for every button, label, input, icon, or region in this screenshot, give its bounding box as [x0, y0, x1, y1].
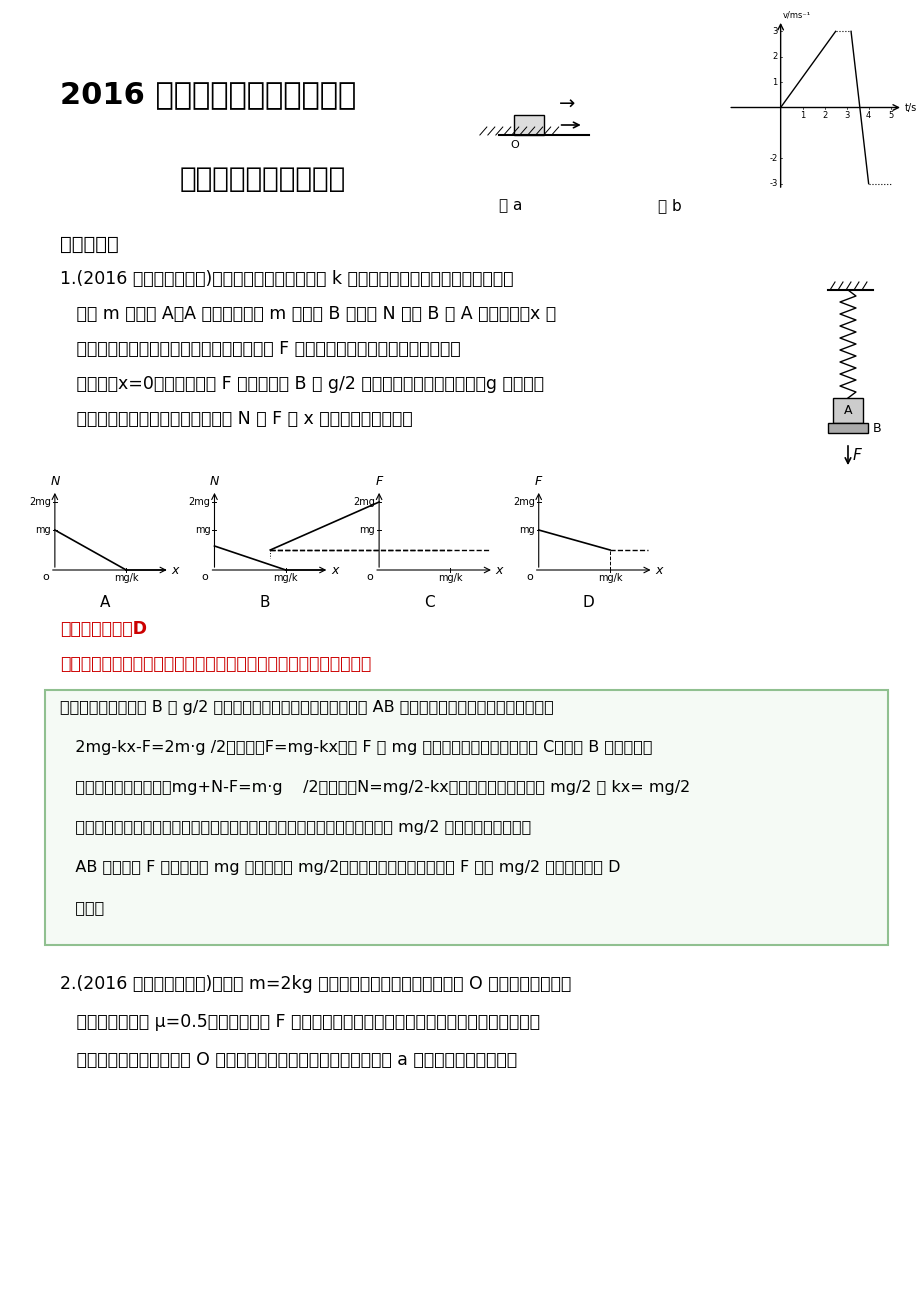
Text: D: D: [582, 595, 594, 611]
Text: mg/k: mg/k: [114, 573, 138, 583]
Text: mg: mg: [195, 525, 210, 535]
Text: AB 错误。力 F 由开始时的 mg 线性减小到 mg/2；此后托盘与物块分离，力 F 保持 mg/2 不变，故选项 D: AB 错误。力 F 由开始时的 mg 线性减小到 mg/2；此后托盘与物块分离，…: [60, 861, 619, 875]
Text: 速度，空气阻力不计），此过程中 N 或 F 随 x 变化的图象正确的是: 速度，空气阻力不计），此过程中 N 或 F 随 x 变化的图象正确的是: [60, 410, 412, 428]
Text: v/ms⁻¹: v/ms⁻¹: [782, 10, 810, 20]
Text: x: x: [331, 564, 338, 577]
Text: 间的动摩擦因数 μ=0.5，在水平拉力 F 作用下物块由静止开始沿水平地面向右运动，经过一段: 间的动摩擦因数 μ=0.5，在水平拉力 F 作用下物块由静止开始沿水平地面向右运…: [60, 1013, 539, 1031]
Text: 2mg: 2mg: [353, 497, 375, 506]
Text: o: o: [366, 572, 373, 582]
Text: o: o: [526, 572, 532, 582]
Text: 1: 1: [800, 112, 804, 121]
Text: 【命题意图】本题考查了牛顿运动定律、力图象及其相关的知识点。: 【命题意图】本题考查了牛顿运动定律、力图象及其相关的知识点。: [60, 655, 370, 673]
Text: 一．选择题: 一．选择题: [60, 234, 119, 254]
Text: 象，由牛顿第二定律，mg+N-F=m·g    /2，解得：N=mg/2-kx。当弹簧的弹力增大到 mg/2 即 kx= mg/2: 象，由牛顿第二定律，mg+N-F=m·g /2，解得：N=mg/2-kx。当弹簧…: [60, 780, 689, 796]
Text: x: x: [654, 564, 662, 577]
Text: A: A: [99, 595, 109, 611]
Text: 2mg: 2mg: [188, 497, 210, 506]
Text: C: C: [424, 595, 434, 611]
Text: 2mg: 2mg: [29, 497, 51, 506]
Text: 【参考答案】．D: 【参考答案】．D: [60, 620, 147, 638]
Text: F: F: [852, 448, 861, 464]
Text: x: x: [172, 564, 179, 577]
Text: mg: mg: [35, 525, 51, 535]
Bar: [827, 423, 867, 434]
Text: 正确。: 正确。: [60, 900, 104, 915]
Text: 然状态（x=0）。现改变力 F 的大小，使 B 以 g/2 的加速度匀加速向下运动（g 为重力加: 然状态（x=0）。现改变力 F 的大小，使 B 以 g/2 的加速度匀加速向下运…: [60, 375, 543, 393]
Text: N: N: [51, 475, 60, 488]
Text: o: o: [201, 572, 209, 582]
Text: -3: -3: [768, 180, 777, 189]
Text: mg: mg: [359, 525, 375, 535]
Text: 3: 3: [843, 112, 848, 121]
Text: o: o: [42, 572, 49, 582]
Text: F: F: [535, 475, 542, 488]
Text: 3: 3: [771, 27, 777, 36]
Text: 1: 1: [772, 78, 777, 87]
Text: mg/k: mg/k: [273, 573, 298, 583]
Text: B: B: [872, 422, 880, 435]
Text: 时，物块和托盘间的压力为零，在此之前，二者之间的压力由开始运动时的 mg/2 线性减小到零，选项: 时，物块和托盘间的压力为零，在此之前，二者之间的压力由开始运动时的 mg/2 线…: [60, 820, 530, 835]
Text: 2mg: 2mg: [512, 497, 534, 506]
Text: O: O: [510, 141, 519, 150]
Text: 【解题思路】对题述 B 以 g/2 的加速度匀加速向下运动过程，选择 AB 整体为研究对象，由牛顿第二定律，: 【解题思路】对题述 B 以 g/2 的加速度匀加速向下运动过程，选择 AB 整体…: [60, 700, 553, 715]
Text: 图 b: 图 b: [658, 198, 682, 214]
Text: 图 a: 图 a: [498, 198, 522, 214]
Text: 量为 m 的物块 A，A 放在质量也为 m 的托盘 B 上，以 N 表示 B 对 A 的作用力，x 表: 量为 m 的物块 A，A 放在质量也为 m 的托盘 B 上，以 N 表示 B 对…: [60, 305, 555, 323]
Text: 2: 2: [772, 52, 777, 61]
Text: -2: -2: [768, 154, 777, 163]
Text: 示弹簧的伸长量。初始时，在竖直向上的力 F 作用下系统处于静止，且弹簧处于自: 示弹簧的伸长量。初始时，在竖直向上的力 F 作用下系统处于静止，且弹簧处于自: [60, 340, 460, 358]
Text: →: →: [558, 95, 574, 115]
Text: 2: 2: [822, 112, 826, 121]
Bar: [513, 115, 543, 135]
FancyBboxPatch shape: [45, 690, 887, 945]
Text: 2.(2016 江西南昌市一模)质量为 m=2kg 的物块静止放置在粗糙水平地面 O 处，物块与水平面: 2.(2016 江西南昌市一模)质量为 m=2kg 的物块静止放置在粗糙水平地面…: [60, 975, 571, 993]
Text: t/s: t/s: [904, 103, 916, 112]
Text: x: x: [495, 564, 503, 577]
Text: 5: 5: [887, 112, 892, 121]
Text: 1.(2016 吉林长春市二模)如图所示，一劲度系数为 k 的轻质弹簧，上端固定，下端连一质: 1.(2016 吉林长春市二模)如图所示，一劲度系数为 k 的轻质弹簧，上端固定…: [60, 270, 513, 288]
Text: 4: 4: [865, 112, 870, 121]
Text: mg/k: mg/k: [437, 573, 462, 583]
Text: B: B: [259, 595, 269, 611]
Text: 2016 高考最新原创模拟题分类: 2016 高考最新原创模拟题分类: [60, 79, 356, 109]
Text: F: F: [375, 475, 382, 488]
Text: 时间后，物块回到出发点 O 处，取水平向右为速度的正方向，如图 a 所示，物块运动过程中: 时间后，物块回到出发点 O 处，取水平向右为速度的正方向，如图 a 所示，物块运…: [60, 1051, 516, 1069]
Bar: [832, 398, 862, 423]
Text: A: A: [843, 404, 851, 417]
Text: N: N: [210, 475, 219, 488]
Text: 专题三、牛顿运动定律: 专题三、牛顿运动定律: [179, 165, 346, 193]
Text: mg: mg: [518, 525, 534, 535]
Text: 2mg-kx-F=2m·g /2，解得：F=mg-kx。即 F 从 mg 开始线性减小，可排除图象 C。选择 B 作为研究对: 2mg-kx-F=2m·g /2，解得：F=mg-kx。即 F 从 mg 开始线…: [60, 740, 652, 755]
Text: mg/k: mg/k: [597, 573, 621, 583]
